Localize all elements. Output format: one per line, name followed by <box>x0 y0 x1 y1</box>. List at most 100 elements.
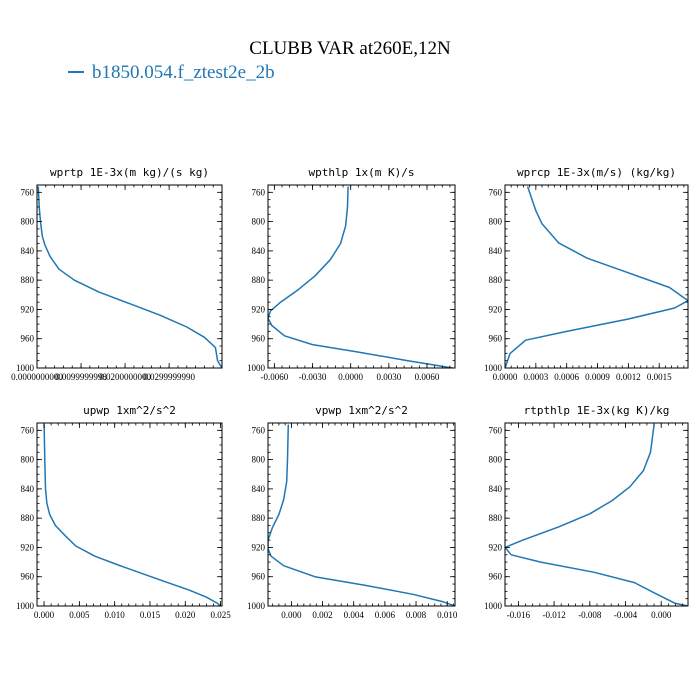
panel-3: wprcp 1E-3x(m/s) (kg/kg) 760 800 840 880 920 9… <box>484 166 689 382</box>
plot-frame <box>267 184 456 369</box>
panel-title: vpwp 1xm^2/s^2 <box>315 404 408 417</box>
x-tick-label: -0.016 <box>507 610 531 620</box>
series-line <box>505 424 688 606</box>
y-tick-label: 880 <box>489 513 503 523</box>
x-tick-label: 0.0200000000 <box>99 372 151 382</box>
legend: b1850.054.f_ztest2e_2b <box>68 62 275 83</box>
series-line <box>268 186 453 368</box>
series-line <box>268 424 455 606</box>
y-tick-label: 960 <box>252 334 266 344</box>
x-tick-label: 0.006 <box>375 610 396 620</box>
panel-title: wprcp 1E-3x(m/s) (kg/kg) <box>517 166 676 179</box>
y-tick-label: 800 <box>489 217 503 227</box>
y-tick-label: 760 <box>489 425 503 435</box>
x-tick-label: 0.000 <box>34 610 55 620</box>
x-tick-label: 0.004 <box>344 610 365 620</box>
x-tick-label: 0.0003 <box>523 372 548 382</box>
y-tick-label: 960 <box>21 572 35 582</box>
panel-title: wprtp 1E-3x(m kg)/(s kg) <box>50 166 209 179</box>
plot-frame <box>36 184 223 369</box>
x-tick-label: 0.025 <box>210 610 231 620</box>
y-tick-label: 800 <box>252 217 266 227</box>
x-tick-label: 0.000 <box>651 610 672 620</box>
panel-6: rtpthlp 1E-3x(kg K)/kg 760 800 840 880 920 960… <box>484 404 689 620</box>
x-tick-label: 0.0099999998 <box>55 372 107 382</box>
y-tick-label: 920 <box>252 304 266 314</box>
y-tick-label: 760 <box>21 425 35 435</box>
x-tick-label: 0.015 <box>140 610 161 620</box>
y-tick-label: 1000 <box>484 363 503 373</box>
y-tick-label: 840 <box>489 246 503 256</box>
y-tick-label: 920 <box>489 542 503 552</box>
y-tick-label: 1000 <box>484 601 503 611</box>
series-line <box>37 186 222 368</box>
x-tick-label: 0.0009 <box>585 372 610 382</box>
y-tick-label: 960 <box>252 572 266 582</box>
panel-1: wprtp 1E-3x(m kg)/(s kg) 760 800 840 880 920 9… <box>11 166 223 382</box>
y-tick-label: 880 <box>489 275 503 285</box>
series-line <box>43 424 222 606</box>
series-line <box>505 186 688 368</box>
y-tick-label: 1000 <box>247 601 266 611</box>
x-tick-label: 0.0000000000 <box>11 372 63 382</box>
y-tick-label: 880 <box>252 513 266 523</box>
x-tick-label: 0.0000 <box>493 372 518 382</box>
x-tick-label: 0.0060 <box>415 372 440 382</box>
plot-frame <box>267 422 456 607</box>
x-tick-label: 0.010 <box>105 610 126 620</box>
legend-label: b1850.054.f_ztest2e_2b <box>92 62 275 83</box>
x-tick-label: 0.005 <box>69 610 90 620</box>
x-tick-label: 0.010 <box>437 610 458 620</box>
x-tick-label: 0.0299999990 <box>143 372 195 382</box>
y-tick-label: 960 <box>489 334 503 344</box>
panel-5: vpwp 1xm^2/s^2 760 800 840 880 920 960 1000 0.00… <box>247 404 458 620</box>
x-tick-label: 0.0006 <box>554 372 579 382</box>
y-tick-label: 800 <box>252 455 266 465</box>
y-tick-label: 840 <box>252 246 266 256</box>
y-tick-label: 960 <box>21 334 35 344</box>
y-tick-label: 800 <box>21 455 35 465</box>
y-tick-label: 840 <box>21 484 35 494</box>
x-tick-label: 0.002 <box>312 610 332 620</box>
x-tick-label: -0.012 <box>542 610 565 620</box>
panels: wprtp 1E-3x(m kg)/(s kg) 760 800 840 880 920 9… <box>11 166 689 620</box>
panel-title: rtpthlp 1E-3x(kg K)/kg <box>524 404 670 417</box>
plot-frame <box>36 422 223 607</box>
y-tick-label: 960 <box>489 572 503 582</box>
x-tick-label: 0.0012 <box>616 372 641 382</box>
x-tick-label: 0.0000 <box>338 372 363 382</box>
x-tick-label: -0.0030 <box>299 372 327 382</box>
y-tick-label: 800 <box>21 217 35 227</box>
y-tick-label: 760 <box>21 187 35 197</box>
y-tick-label: 1000 <box>16 601 35 611</box>
y-tick-label: 880 <box>21 513 35 523</box>
panel-title: upwp 1xm^2/s^2 <box>83 404 176 417</box>
figure-title: CLUBB VAR at260E,12N <box>249 38 451 59</box>
y-tick-label: 1000 <box>247 363 266 373</box>
x-tick-label: 0.020 <box>175 610 196 620</box>
y-tick-label: 800 <box>489 455 503 465</box>
y-tick-label: 840 <box>489 484 503 494</box>
y-tick-label: 880 <box>252 275 266 285</box>
x-tick-label: 0.000 <box>281 610 302 620</box>
y-tick-label: 880 <box>21 275 35 285</box>
panel-2: wpthlp 1x(m K)/s7608008408809209601000-0… <box>247 166 456 382</box>
y-tick-label: 760 <box>252 425 266 435</box>
y-tick-label: 920 <box>489 304 503 314</box>
x-tick-label: 0.008 <box>406 610 427 620</box>
x-tick-label: -0.0060 <box>260 372 288 382</box>
x-tick-label: -0.004 <box>614 610 638 620</box>
x-tick-label: -0.008 <box>578 610 602 620</box>
y-tick-label: 760 <box>489 187 503 197</box>
y-tick-label: 760 <box>252 187 266 197</box>
x-tick-label: 0.0015 <box>647 372 672 382</box>
x-tick-label: 0.0030 <box>376 372 401 382</box>
y-tick-label: 920 <box>21 542 35 552</box>
y-tick-label: 920 <box>21 304 35 314</box>
plot-frame <box>504 422 689 607</box>
y-tick-label: 920 <box>252 542 266 552</box>
y-tick-label: 1000 <box>16 363 35 373</box>
plot-frame <box>504 184 689 369</box>
y-tick-label: 840 <box>21 246 35 256</box>
